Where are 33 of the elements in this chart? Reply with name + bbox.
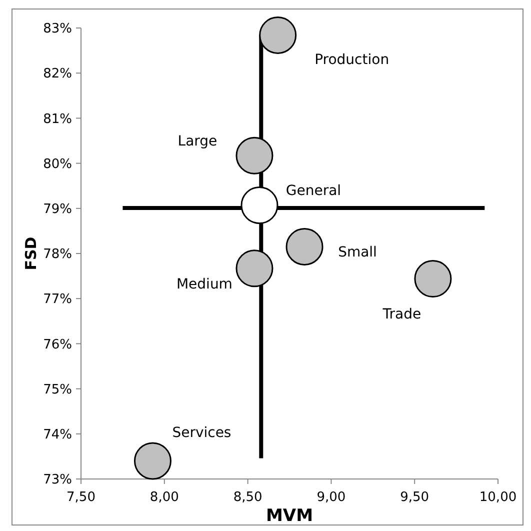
y-tick-label: 81% (43, 112, 72, 127)
point (414, 260, 452, 298)
x-tick-label: 9,50 (400, 490, 430, 505)
x-tick-label: 7,50 (66, 490, 96, 505)
y-tick-label: 80% (43, 156, 72, 172)
x-tick-label: 8,00 (150, 490, 179, 505)
y-tick-label: 73% (43, 472, 72, 488)
y-tick-label: 82% (43, 66, 72, 82)
y-tick-label: 75% (43, 382, 72, 398)
y-tick-label: 78% (43, 247, 72, 262)
annotation: Production (314, 52, 390, 68)
y-tick-label: 74% (43, 427, 72, 442)
point (240, 186, 278, 224)
point (236, 136, 274, 174)
x-axis-title: MVM (266, 506, 313, 526)
point (259, 16, 297, 54)
annotation: General (286, 183, 342, 200)
point (286, 228, 324, 266)
annotation: Services (172, 424, 232, 441)
y-axis-title: FSD (22, 236, 40, 270)
annotation: Small (338, 244, 377, 261)
annotation: Medium (176, 276, 232, 292)
x-tick-label: 10,00 (479, 490, 517, 505)
y-tick-label: 76% (43, 337, 72, 352)
x-tick-label: 8,50 (233, 490, 262, 505)
annotation: Trade (382, 306, 422, 323)
y-tick-label: 79% (43, 202, 72, 217)
y-tick-label: 83% (43, 22, 72, 37)
point (134, 442, 172, 480)
x-tick-label: 9,00 (316, 490, 346, 505)
point (236, 250, 274, 288)
y-tick-label: 77% (43, 292, 72, 308)
annotation: Large (178, 134, 218, 150)
